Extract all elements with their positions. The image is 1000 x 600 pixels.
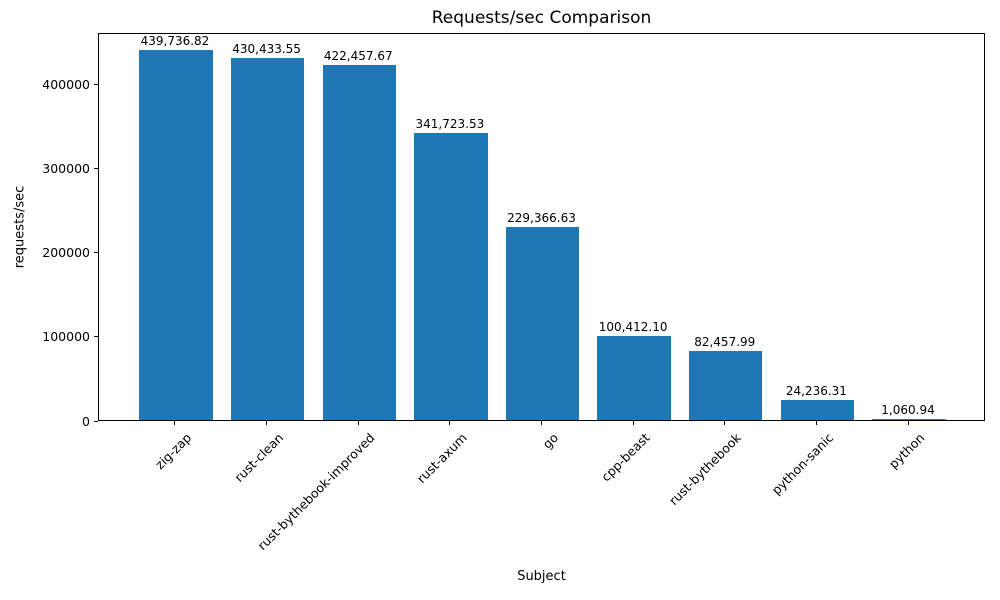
bar [322, 65, 396, 420]
y-tick-mark [94, 84, 98, 86]
y-tick-label: 200000 [42, 245, 90, 261]
x-tick-label: zig-zap [152, 430, 195, 473]
x-tick-mark [174, 421, 176, 425]
x-tick-mark [266, 421, 268, 425]
plot-area [98, 33, 985, 421]
x-tick-label: cpp-beast [598, 430, 653, 485]
y-tick-mark [94, 336, 98, 338]
x-tick-mark [632, 421, 634, 425]
bar [505, 227, 580, 420]
x-tick-label: go [539, 430, 562, 452]
bar [780, 399, 855, 420]
bar-value-label: 422,457.67 [323, 48, 393, 63]
bar-value-label: 430,433.55 [232, 42, 301, 57]
bar-value-label: 229,366.63 [507, 211, 576, 226]
bar [872, 419, 946, 420]
y-tick-mark [94, 168, 98, 170]
y-tick-label: 300000 [42, 161, 90, 177]
x-tick-mark [357, 421, 359, 425]
x-tick-label: rust-clean [231, 430, 287, 485]
y-tick-label: 100000 [42, 329, 90, 345]
bar [414, 132, 488, 420]
bar [597, 335, 671, 420]
x-tick-label: python-sanic [768, 430, 837, 498]
bar [689, 350, 763, 420]
x-tick-mark [449, 421, 451, 425]
bar-value-label: 1,060.94 [881, 403, 935, 417]
x-axis-label: Subject [517, 569, 566, 584]
x-tick-label: python [886, 430, 928, 472]
chart-title: Requests/sec Comparison [431, 8, 652, 28]
bar-value-label: 100,412.10 [598, 319, 668, 334]
x-tick-mark [815, 421, 817, 425]
y-tick-mark [94, 252, 98, 254]
x-tick-label: rust-axum [413, 430, 470, 486]
bar-value-label: 24,236.31 [785, 383, 847, 398]
x-tick-mark [907, 421, 909, 425]
bar-value-label: 341,723.53 [415, 116, 485, 131]
bar [139, 50, 213, 420]
y-tick-label: 0 [82, 413, 90, 429]
x-tick-label: rust-bythebook [666, 430, 745, 509]
y-tick-mark [94, 420, 98, 422]
bar-value-label: 439,736.82 [140, 34, 210, 49]
y-tick-label: 400000 [42, 77, 90, 93]
x-tick-mark [541, 421, 542, 425]
bar-value-label: 82,457.99 [694, 334, 756, 349]
bar [230, 58, 305, 420]
x-tick-mark [724, 421, 726, 425]
